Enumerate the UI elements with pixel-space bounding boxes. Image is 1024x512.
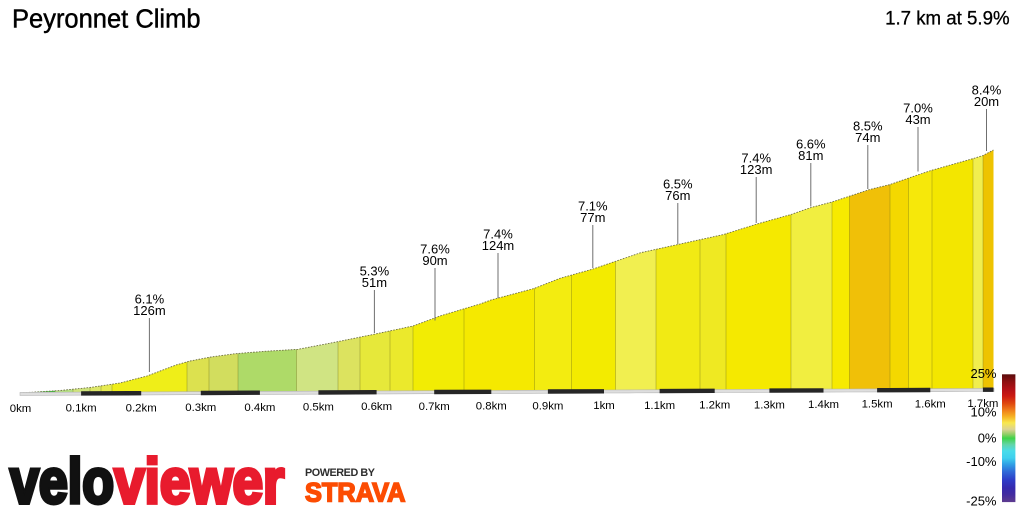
svg-text:7.4%: 7.4% xyxy=(483,227,513,242)
svg-text:STRAVA: STRAVA xyxy=(305,478,406,508)
svg-text:7.1%: 7.1% xyxy=(578,199,608,214)
svg-text:0%: 0% xyxy=(978,430,997,445)
svg-text:0.3km: 0.3km xyxy=(185,402,216,414)
svg-text:81m: 81m xyxy=(798,148,823,163)
svg-text:1.2km: 1.2km xyxy=(699,400,730,412)
svg-text:0.6km: 0.6km xyxy=(361,401,392,413)
svg-text:-10%: -10% xyxy=(966,454,997,469)
svg-text:1.7km: 1.7km xyxy=(967,398,998,410)
svg-text:0.8km: 0.8km xyxy=(476,401,507,413)
svg-text:1.1km: 1.1km xyxy=(644,400,675,412)
svg-text:123m: 123m xyxy=(740,162,773,177)
svg-text:76m: 76m xyxy=(665,188,690,203)
svg-text:7.4%: 7.4% xyxy=(741,151,771,166)
svg-text:6.1%: 6.1% xyxy=(135,292,165,307)
svg-text:7.6%: 7.6% xyxy=(420,242,450,257)
svg-text:1.6km: 1.6km xyxy=(915,399,946,411)
svg-text:POWERED BY: POWERED BY xyxy=(305,467,376,479)
svg-text:20m: 20m xyxy=(974,94,999,109)
svg-text:0km: 0km xyxy=(10,403,32,415)
svg-text:6.6%: 6.6% xyxy=(796,137,826,152)
svg-text:90m: 90m xyxy=(422,253,447,268)
svg-text:1.5km: 1.5km xyxy=(862,399,893,411)
svg-text:-25%: -25% xyxy=(966,494,997,509)
svg-text:velo: velo xyxy=(10,447,114,512)
svg-text:51m: 51m xyxy=(362,275,387,290)
svg-text:0.9km: 0.9km xyxy=(532,400,563,412)
svg-text:5.3%: 5.3% xyxy=(360,264,390,279)
svg-text:77m: 77m xyxy=(580,210,605,225)
svg-text:0.7km: 0.7km xyxy=(419,401,450,413)
svg-text:0.2km: 0.2km xyxy=(126,402,157,414)
svg-text:Peyronnet Climb: Peyronnet Climb xyxy=(12,6,201,34)
svg-text:43m: 43m xyxy=(905,112,930,127)
svg-text:6.5%: 6.5% xyxy=(663,177,693,192)
svg-text:1km: 1km xyxy=(593,400,615,412)
svg-text:1.3km: 1.3km xyxy=(754,399,785,411)
svg-text:8.5%: 8.5% xyxy=(853,119,883,134)
svg-text:124m: 124m xyxy=(482,238,515,253)
svg-text:126m: 126m xyxy=(133,303,166,318)
svg-text:7.0%: 7.0% xyxy=(903,101,933,116)
svg-text:0.4km: 0.4km xyxy=(244,402,275,414)
svg-text:1.4km: 1.4km xyxy=(808,399,839,411)
svg-text:viewer: viewer xyxy=(114,447,284,512)
svg-text:25%: 25% xyxy=(970,366,996,381)
svg-text:10%: 10% xyxy=(970,405,996,420)
svg-text:0.5km: 0.5km xyxy=(303,402,334,414)
svg-text:1.7 km at 5.9%: 1.7 km at 5.9% xyxy=(885,8,1010,30)
svg-text:74m: 74m xyxy=(855,130,880,145)
svg-text:8.4%: 8.4% xyxy=(972,83,1002,98)
svg-text:0.1km: 0.1km xyxy=(66,403,97,415)
